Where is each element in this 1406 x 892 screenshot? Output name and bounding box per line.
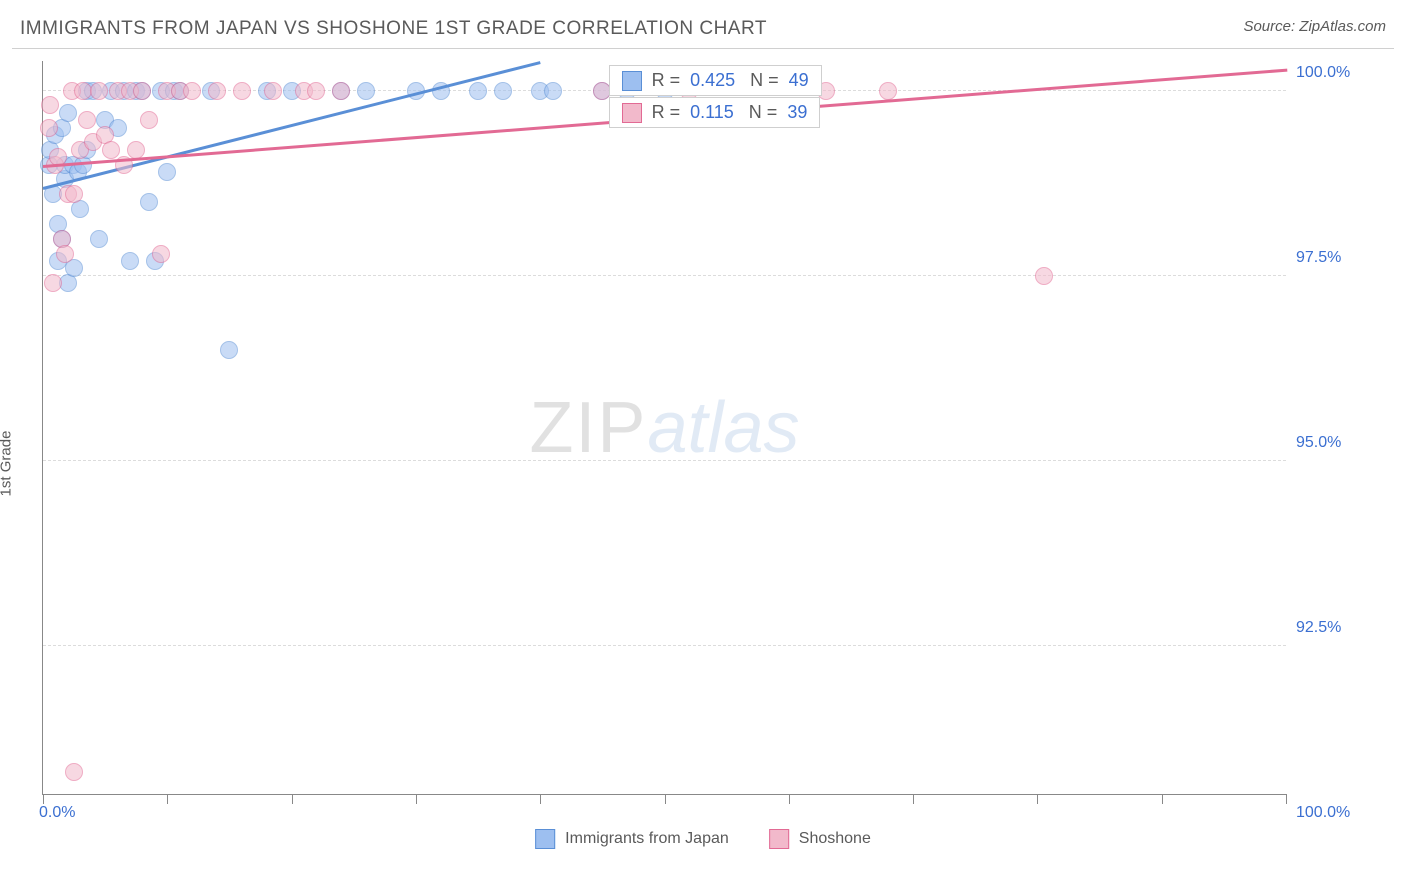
stat-n-label: N = bbox=[745, 70, 779, 91]
data-point bbox=[44, 274, 62, 292]
stat-n-label: N = bbox=[744, 102, 778, 123]
data-point bbox=[332, 82, 350, 100]
data-point bbox=[59, 104, 77, 122]
data-point bbox=[140, 111, 158, 129]
data-point bbox=[208, 82, 226, 100]
x-tick bbox=[789, 794, 790, 804]
gridline bbox=[43, 460, 1286, 461]
y-tick-label: 100.0% bbox=[1296, 64, 1386, 82]
data-point bbox=[494, 82, 512, 100]
data-point bbox=[469, 82, 487, 100]
data-point bbox=[127, 141, 145, 159]
watermark: ZIPatlas bbox=[529, 387, 799, 469]
data-point bbox=[40, 119, 58, 137]
header: IMMIGRANTS FROM JAPAN VS SHOSHONE 1ST GR… bbox=[0, 0, 1406, 48]
legend-item: Shoshone bbox=[769, 829, 871, 849]
x-tick bbox=[1286, 794, 1287, 804]
data-point bbox=[121, 252, 139, 270]
data-point bbox=[152, 245, 170, 263]
data-point bbox=[140, 193, 158, 211]
x-tick bbox=[43, 794, 44, 804]
legend-label: Shoshone bbox=[799, 830, 871, 848]
x-tick bbox=[1162, 794, 1163, 804]
stat-box: R = 0.115 N = 39 bbox=[609, 97, 821, 128]
x-tick bbox=[665, 794, 666, 804]
data-point bbox=[78, 111, 96, 129]
stat-box: R = 0.425 N = 49 bbox=[609, 65, 822, 96]
chart-title: IMMIGRANTS FROM JAPAN VS SHOSHONE 1ST GR… bbox=[20, 18, 767, 40]
data-point bbox=[357, 82, 375, 100]
x-tick bbox=[292, 794, 293, 804]
x-tick-label: 100.0% bbox=[1296, 804, 1386, 822]
legend-swatch-icon bbox=[535, 829, 555, 849]
data-point bbox=[41, 96, 59, 114]
source-label: Source: ZipAtlas.com bbox=[1243, 18, 1386, 35]
stat-n-value: 39 bbox=[787, 102, 807, 123]
legend-item: Immigrants from Japan bbox=[535, 829, 729, 849]
legend-label: Immigrants from Japan bbox=[565, 830, 729, 848]
data-point bbox=[65, 185, 83, 203]
legend-swatch-icon bbox=[622, 71, 642, 91]
stat-r-value: 0.115 bbox=[690, 102, 734, 123]
x-tick-label: 0.0% bbox=[39, 804, 75, 822]
data-point bbox=[233, 82, 251, 100]
stat-r-label: R = bbox=[652, 102, 681, 123]
data-point bbox=[56, 245, 74, 263]
data-point bbox=[544, 82, 562, 100]
watermark-atlas: atlas bbox=[647, 388, 799, 468]
y-tick-label: 92.5% bbox=[1296, 619, 1386, 637]
chart-container: 1st Grade ZIPatlas 92.5%95.0%97.5%100.0%… bbox=[0, 55, 1406, 855]
data-point bbox=[158, 163, 176, 181]
x-tick bbox=[416, 794, 417, 804]
data-point bbox=[65, 763, 83, 781]
data-point bbox=[264, 82, 282, 100]
legend: Immigrants from Japan Shoshone bbox=[535, 829, 871, 849]
watermark-zip: ZIP bbox=[529, 388, 647, 468]
gridline bbox=[43, 645, 1286, 646]
data-point bbox=[220, 341, 238, 359]
y-tick-label: 97.5% bbox=[1296, 249, 1386, 267]
legend-swatch-icon bbox=[622, 103, 642, 123]
x-tick bbox=[540, 794, 541, 804]
data-point bbox=[183, 82, 201, 100]
plot-area: ZIPatlas 92.5%95.0%97.5%100.0%0.0%100.0%… bbox=[42, 61, 1286, 795]
data-point bbox=[133, 82, 151, 100]
gridline bbox=[43, 275, 1286, 276]
data-point bbox=[1035, 267, 1053, 285]
stat-n-value: 49 bbox=[789, 70, 809, 91]
y-tick-label: 95.0% bbox=[1296, 434, 1386, 452]
data-point bbox=[90, 230, 108, 248]
stat-r-label: R = bbox=[652, 70, 681, 91]
data-point bbox=[90, 82, 108, 100]
data-point bbox=[102, 141, 120, 159]
stat-r-value: 0.425 bbox=[690, 70, 735, 91]
x-tick bbox=[1037, 794, 1038, 804]
data-point bbox=[307, 82, 325, 100]
divider bbox=[12, 48, 1394, 49]
legend-swatch-icon bbox=[769, 829, 789, 849]
data-point bbox=[879, 82, 897, 100]
y-axis-label: 1st Grade bbox=[0, 431, 15, 497]
x-tick bbox=[167, 794, 168, 804]
x-tick bbox=[913, 794, 914, 804]
